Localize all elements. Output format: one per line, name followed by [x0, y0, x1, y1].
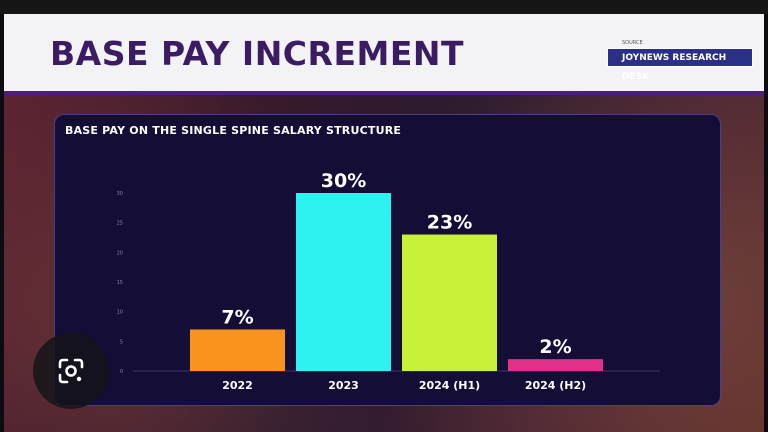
bar-value-label: 30% — [321, 170, 366, 192]
x-category-label: 2022 — [222, 379, 253, 392]
slide-title: BASE PAY INCREMENT — [50, 34, 464, 73]
bar — [402, 234, 497, 371]
y-tick-label: 10 — [117, 310, 123, 316]
source-badge: JOYNEWS RESEARCH DESK — [607, 48, 753, 82]
chart-panel: BASE PAY ON THE SINGLE SPINE SALARY STRU… — [54, 114, 721, 406]
bar — [296, 193, 391, 371]
bar-value-label: 7% — [221, 306, 253, 328]
source-caption: SOURCE — [622, 40, 643, 46]
y-tick-label: 5 — [120, 339, 123, 345]
bar-value-label: 23% — [427, 212, 472, 234]
google-lens-icon — [58, 358, 84, 384]
bar-chart: 0 5 10 15 20 25 30 7% 2022 30% 2023 23% 2024 (H1) 2% 2… — [117, 170, 660, 392]
bar — [190, 329, 285, 371]
bar-value-label: 2% — [539, 336, 571, 358]
y-tick-label: 30 — [117, 191, 123, 197]
chart-title: BASE PAY ON THE SINGLE SPINE SALARY STRU… — [65, 124, 402, 137]
y-tick-label: 0 — [120, 369, 123, 375]
bar — [508, 359, 603, 371]
x-category-label: 2023 — [328, 379, 359, 392]
x-category-label: 2024 (H1) — [419, 379, 480, 392]
header-stripe — [4, 91, 764, 95]
x-category-label: 2024 (H2) — [525, 379, 586, 392]
y-tick-label: 25 — [117, 221, 123, 227]
y-tick-label: 20 — [117, 250, 123, 256]
slide: BASE PAY INCREMENT SOURCE JOYNEWS RESEAR… — [4, 14, 764, 432]
browser-top-bar — [0, 0, 768, 14]
slide-header: BASE PAY INCREMENT SOURCE JOYNEWS RESEAR… — [4, 14, 764, 91]
google-lens-button[interactable] — [33, 333, 109, 409]
y-tick-label: 15 — [117, 280, 123, 286]
